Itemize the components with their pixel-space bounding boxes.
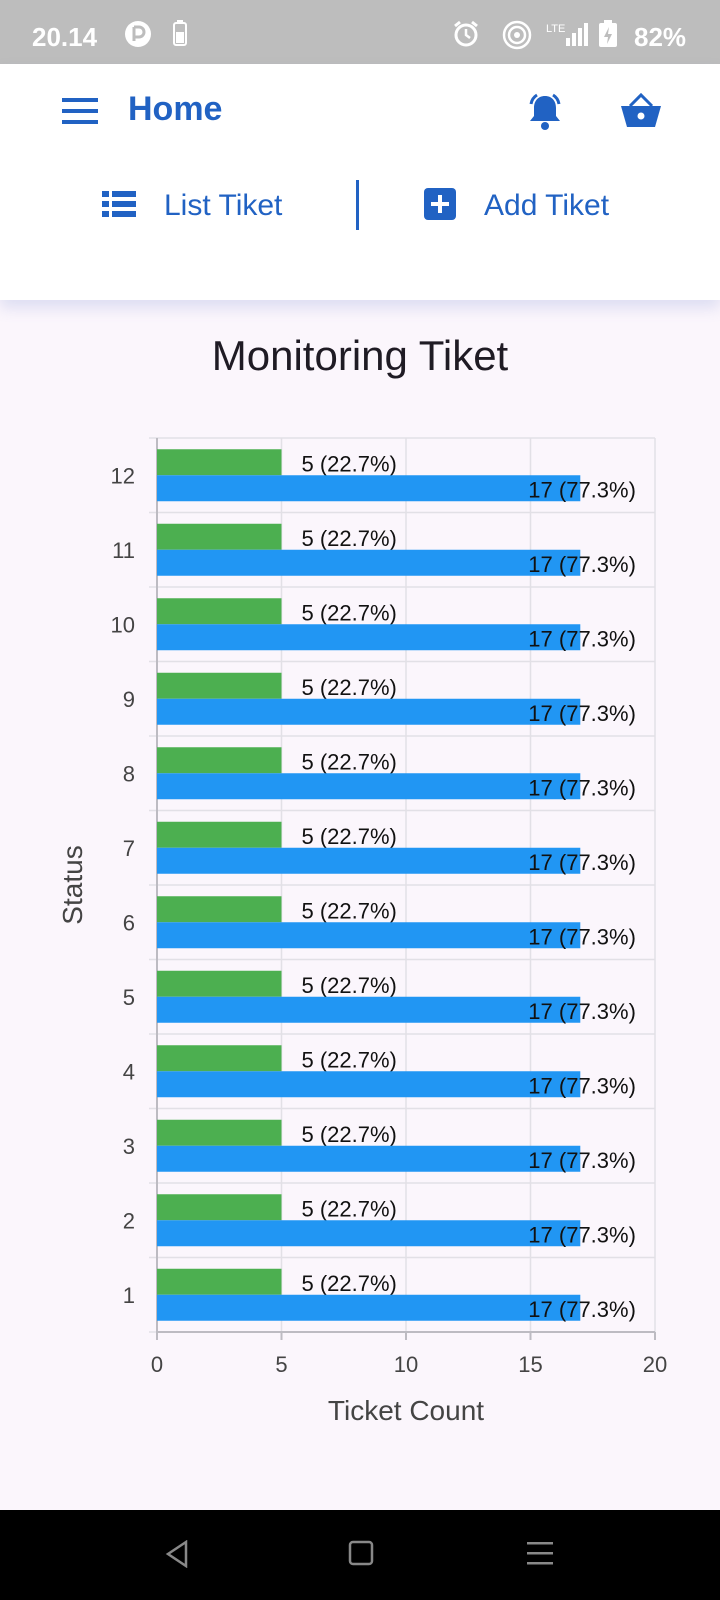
y-tick-label: 1	[123, 1283, 135, 1308]
bar-series-1	[157, 598, 282, 625]
add-box-icon	[424, 187, 456, 225]
bar-data-label: 17 (77.3%)	[528, 924, 636, 949]
x-tick-label: 5	[275, 1352, 287, 1377]
app-notification-icon	[124, 20, 152, 53]
bar-data-label: 17 (77.3%)	[528, 1222, 636, 1247]
y-tick-label: 4	[123, 1059, 135, 1084]
x-tick-label: 15	[518, 1352, 542, 1377]
system-nav-bar	[0, 1510, 720, 1600]
bar-series-2	[157, 847, 581, 874]
bar-data-label: 17 (77.3%)	[528, 477, 636, 502]
bar-series-2	[157, 1145, 581, 1172]
bar-data-label: 5 (22.7%)	[302, 973, 397, 998]
bar-series-2	[157, 1071, 581, 1098]
bar-series-1	[157, 523, 282, 550]
bell-icon[interactable]	[526, 92, 564, 132]
app-bar	[0, 64, 720, 300]
bar-data-label: 17 (77.3%)	[528, 626, 636, 651]
bar-data-label: 17 (77.3%)	[528, 701, 636, 726]
svg-text:LTE: LTE	[546, 23, 565, 35]
bar-data-label: 5 (22.7%)	[302, 675, 397, 700]
add-tiket-label: Add Tiket	[484, 189, 610, 222]
battery-percentage: 82%	[634, 22, 687, 52]
back-icon[interactable]	[164, 1539, 190, 1573]
y-axis-title: Status	[57, 845, 88, 924]
battery-saver-icon	[173, 20, 187, 51]
bar-data-label: 5 (22.7%)	[302, 526, 397, 551]
home-icon[interactable]	[348, 1540, 374, 1571]
bar-series-1	[157, 449, 282, 476]
bar-series-2	[157, 698, 581, 725]
bar-data-label: 5 (22.7%)	[302, 1271, 397, 1296]
bar-data-label: 5 (22.7%)	[302, 898, 397, 923]
bar-series-2	[157, 996, 581, 1023]
x-axis-title: Ticket Count	[328, 1395, 484, 1426]
status-bar: 20.14 LTE 82%	[0, 0, 720, 64]
bar-series-1	[157, 1119, 282, 1146]
bar-data-label: 5 (22.7%)	[302, 824, 397, 849]
hotspot-icon	[502, 20, 532, 55]
bar-data-label: 5 (22.7%)	[302, 451, 397, 476]
y-tick-label: 5	[123, 985, 135, 1010]
bar-data-label: 5 (22.7%)	[302, 1047, 397, 1072]
x-tick-label: 0	[151, 1352, 163, 1377]
bar-data-label: 17 (77.3%)	[528, 850, 636, 875]
list-tiket-button[interactable]: List Tiket	[102, 188, 282, 224]
chart-title: Monitoring Tiket	[211, 332, 509, 379]
bar-series-2	[157, 773, 581, 800]
bar-series-1	[157, 1045, 282, 1072]
bar-data-label: 17 (77.3%)	[528, 1148, 636, 1173]
y-tick-label: 11	[112, 538, 135, 563]
y-tick-label: 3	[123, 1134, 135, 1159]
bar-series-1	[157, 896, 282, 923]
bar-series-2	[157, 475, 581, 502]
bar-series-2	[157, 1220, 581, 1247]
x-tick-label: 20	[643, 1352, 667, 1377]
bar-data-label: 5 (22.7%)	[302, 1122, 397, 1147]
signal-icon: LTE	[546, 20, 588, 53]
bar-series-1	[157, 747, 282, 774]
y-tick-label: 6	[123, 910, 135, 935]
page-title: Home	[128, 90, 223, 128]
bar-series-2	[157, 922, 581, 949]
bar-series-2	[157, 624, 581, 651]
y-tick-label: 9	[123, 687, 135, 712]
add-tiket-button[interactable]: Add Tiket	[424, 187, 610, 225]
bar-data-label: 5 (22.7%)	[302, 749, 397, 774]
bar-series-1	[157, 672, 282, 699]
bar-series-2	[157, 1294, 581, 1321]
bar-series-2	[157, 549, 581, 576]
y-tick-label: 7	[123, 836, 135, 861]
y-tick-label: 12	[111, 463, 135, 488]
alarm-icon	[452, 20, 480, 53]
ticket-bar-chart: 0 5 10 15 20 1 5 (22.7%) 17 (77.3%) 2 5 (22.7%) 17…	[57, 437, 667, 1426]
y-tick-label: 2	[123, 1208, 135, 1233]
bar-data-label: 17 (77.3%)	[528, 552, 636, 577]
bar-series-1	[157, 1268, 282, 1295]
bar-data-label: 17 (77.3%)	[528, 999, 636, 1024]
basket-icon[interactable]	[620, 92, 662, 129]
list-tiket-label: List Tiket	[164, 189, 283, 222]
bar-series-1	[157, 1194, 282, 1221]
battery-icon	[598, 20, 618, 53]
bar-series-1	[157, 821, 282, 848]
status-time: 20.14	[32, 22, 98, 52]
bar-data-label: 5 (22.7%)	[302, 600, 397, 625]
nav-divider	[356, 180, 359, 230]
bar-data-label: 17 (77.3%)	[528, 1073, 636, 1098]
recents-icon[interactable]	[527, 1540, 553, 1571]
x-tick-label: 10	[394, 1352, 418, 1377]
bar-data-label: 17 (77.3%)	[528, 775, 636, 800]
bar-data-label: 17 (77.3%)	[528, 1297, 636, 1322]
list-icon	[102, 190, 136, 222]
menu-icon[interactable]	[62, 97, 98, 125]
bar-data-label: 5 (22.7%)	[302, 1196, 397, 1221]
bar-series-1	[157, 970, 282, 997]
y-tick-label: 10	[111, 612, 135, 637]
y-tick-label: 8	[123, 761, 135, 786]
